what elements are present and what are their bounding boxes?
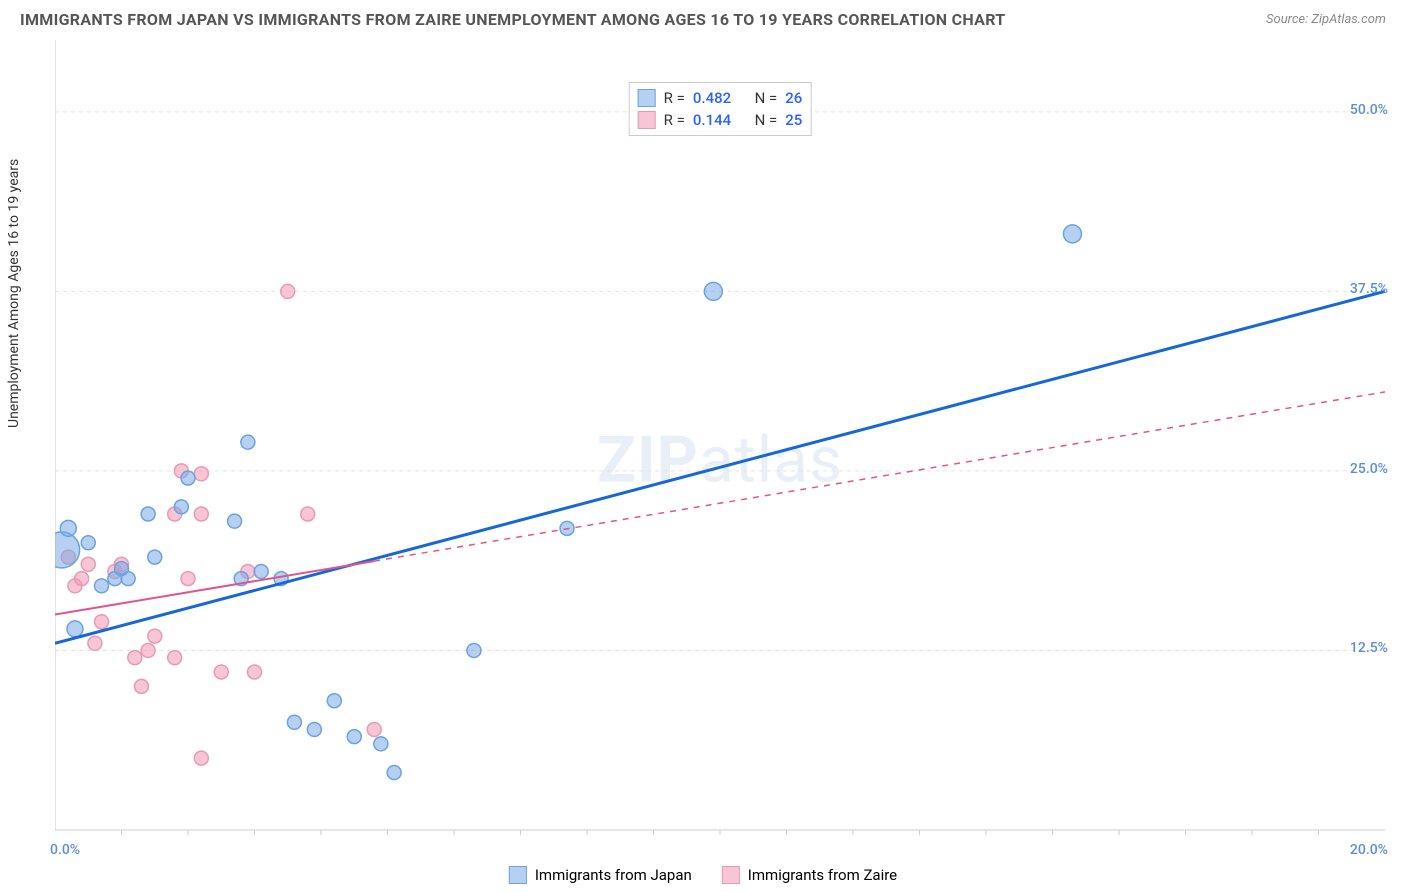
y-tick-label: 25.0% [1350, 461, 1388, 477]
y-tick-label: 50.0% [1350, 102, 1388, 118]
n-label: N = [755, 89, 778, 107]
x-tick-label: 0.0% [50, 842, 80, 858]
n-label: N = [755, 111, 778, 129]
r-value-2: 0.144 [693, 111, 731, 129]
legend-label-2: Immigrants from Zaire [748, 866, 897, 884]
legend-item-2: Immigrants from Zaire [722, 866, 897, 884]
y-tick-label: 12.5% [1350, 640, 1388, 656]
y-tick-label: 37.5% [1350, 281, 1388, 297]
legend-item-1: Immigrants from Japan [509, 866, 692, 884]
legend-label-1: Immigrants from Japan [535, 866, 692, 884]
legend-swatch-2 [638, 111, 656, 129]
source-attribution: Source: ZipAtlas.com [1266, 12, 1386, 27]
n-value-2: 25 [785, 111, 802, 129]
r-value-1: 0.482 [693, 89, 731, 107]
x-tick-label: 20.0% [1350, 842, 1388, 858]
legend-swatch-japan [509, 866, 527, 884]
chart-plot-area: ZIPatlas R = 0.482 N = 26 R = 0.144 N = … [55, 40, 1385, 840]
legend-row-series-1: R = 0.482 N = 26 [638, 87, 803, 109]
legend-swatch-zaire [722, 866, 740, 884]
correlation-legend: R = 0.482 N = 26 R = 0.144 N = 25 [629, 82, 812, 136]
legend-swatch-1 [638, 89, 656, 107]
series-legend: Immigrants from Japan Immigrants from Za… [509, 866, 897, 884]
scatter-chart-svg [55, 40, 1385, 840]
y-axis-label: Unemployment Among Ages 16 to 19 years [6, 159, 22, 428]
r-label: R = [664, 89, 685, 107]
chart-title: IMMIGRANTS FROM JAPAN VS IMMIGRANTS FROM… [20, 10, 1006, 29]
n-value-1: 26 [785, 89, 802, 107]
r-label: R = [664, 111, 685, 129]
legend-row-series-2: R = 0.144 N = 25 [638, 109, 803, 131]
